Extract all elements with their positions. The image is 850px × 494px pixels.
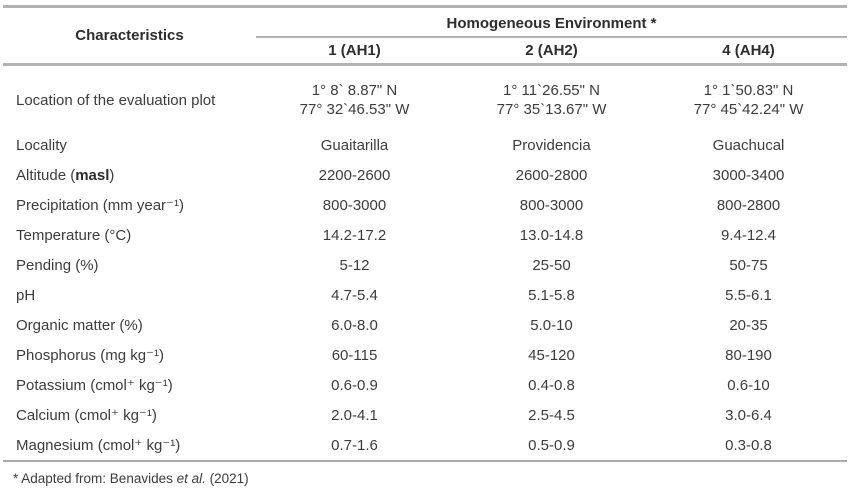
row-label-magnesium: Magnesium (cmol⁺ kg⁻¹): [3, 430, 256, 462]
cell-precipitation-ah2: 800-3000: [519, 196, 584, 214]
cell-altitude-ah4: 3000-3400: [712, 166, 785, 184]
cell-potassium-ah2: 0.4-0.8: [528, 376, 575, 394]
table-row-temperature: Temperature (°C) 14.2-17.2 13.0-14.8 9.4-12…: [3, 220, 847, 250]
cell-locality-ah1: Guaitarilla: [320, 136, 389, 154]
row-label-suffix: ): [109, 166, 115, 184]
table-row-magnesium: Magnesium (cmol⁺ kg⁻¹) 0.7-1.6 0.5-0.9 0.3-…: [3, 430, 848, 462]
column-header-characteristics: Characteristics: [3, 6, 256, 66]
cell-temperature-ah2: 13.0-14.8: [519, 226, 584, 244]
row-label-temperature: Temperature (°C): [16, 226, 132, 244]
header-row-environments: 1 (AH1) 2 (AH2) 4 (AH4): [3, 37, 848, 66]
cell-ph-ah1: 4.7-5.4: [331, 286, 378, 304]
cell-precipitation-ah4: 800-2800: [716, 196, 781, 214]
table-row-locality: Locality Guaitarilla Providencia Guachucal: [3, 130, 847, 160]
cell-location-ah2: 1° 11`26.55" N 77° 35`13.67" W: [496, 82, 607, 118]
cell-pending-ah2: 25-50: [532, 256, 571, 274]
cell-potassium-ah4: 0.6-10: [727, 376, 770, 394]
table-row-calcium: Calcium (cmol⁺ kg⁻¹) 2.0-4.1 2.5-4.5 3.0-6.…: [3, 400, 847, 430]
cell-locality-ah2: Providencia: [512, 136, 591, 154]
cell-pending-ah4: 50-75: [729, 256, 768, 274]
table-row-potassium: Potassium (cmol⁺ kg⁻¹) 0.6-0.9 0.4-0.8 0.6-…: [3, 370, 847, 400]
row-label-prefix: Altitude (: [16, 166, 76, 184]
table-row-ph: pH 4.7-5.4 5.1-5.8 5.5-6.1: [3, 280, 847, 310]
cell-locality-ah4: Guachucal: [712, 136, 785, 154]
table-row-organic-matter: Organic matter (%) 6.0-8.0 5.0-10 20-35: [3, 310, 847, 340]
row-label-potassium: Potassium (cmol⁺ kg⁻¹): [16, 377, 173, 394]
cell-potassium-ah1: 0.6-0.9: [331, 376, 378, 394]
table-body: Location of the evaluation plot 1° 8` 8.8…: [3, 65, 848, 462]
characteristics-table: Characteristics Homogeneous Environment …: [3, 5, 848, 462]
row-label-precipitation: Precipitation (mm year⁻¹): [16, 197, 184, 214]
cell-precipitation-ah1: 800-3000: [322, 196, 387, 214]
row-label-location: Location of the evaluation plot: [16, 91, 216, 109]
cell-altitude-ah2: 2600-2800: [515, 166, 588, 184]
column-group-header-homogeneous-environment: Homogeneous Environment *: [256, 6, 848, 38]
row-label-phosphorus: Phosphorus (mg kg⁻¹): [16, 347, 164, 364]
footnote-text: * Adapted from: Benavides: [13, 471, 177, 486]
cell-phosphorus-ah1: 60-115: [331, 346, 378, 364]
cell-altitude-ah1: 2200-2600: [318, 166, 391, 184]
cell-ph-ah2: 5.1-5.8: [528, 286, 575, 304]
cell-magnesium-ah4: 0.3-0.8: [650, 430, 848, 462]
cell-location-ah1: 1° 8` 8.87" N 77° 32`46.53" W: [299, 82, 410, 118]
column-header-ah1: 1 (AH1): [256, 37, 453, 66]
cell-organic-matter-ah2: 5.0-10: [530, 316, 573, 334]
cell-location-ah4: 1° 1`50.83" N 77° 45`42.24" W: [693, 82, 804, 118]
footnote-year: (2021): [205, 471, 249, 486]
row-label-ph: pH: [16, 286, 36, 304]
cell-phosphorus-ah2: 45-120: [528, 346, 575, 364]
row-label-organic-matter: Organic matter (%): [16, 316, 143, 334]
cell-temperature-ah1: 14.2-17.2: [322, 226, 387, 244]
column-header-ah4: 4 (AH4): [650, 37, 848, 66]
cell-calcium-ah4: 3.0-6.4: [725, 406, 772, 424]
row-label-pending: Pending (%): [16, 256, 99, 274]
table-row-phosphorus: Phosphorus (mg kg⁻¹) 60-115 45-120 80-190: [3, 340, 847, 370]
cell-magnesium-ah2: 0.5-0.9: [453, 430, 650, 462]
cell-calcium-ah2: 2.5-4.5: [528, 406, 575, 424]
cell-organic-matter-ah4: 20-35: [729, 316, 768, 334]
row-label-altitude: Altitude (masl): [3, 160, 256, 190]
header-row-group: Characteristics Homogeneous Environment …: [3, 6, 848, 66]
row-label-locality: Locality: [16, 136, 67, 154]
cell-pending-ah1: 5-12: [339, 256, 370, 274]
column-header-ah2: 2 (AH2): [453, 37, 650, 66]
cell-temperature-ah4: 9.4-12.4: [720, 226, 777, 244]
table-footnote: * Adapted from: Benavides et al. (2021): [13, 471, 847, 486]
footnote-etal: et al.: [176, 471, 206, 486]
cell-calcium-ah1: 2.0-4.1: [331, 406, 378, 424]
table-row-altitude: Altitude (masl) 2200-2600 2600-2800 3000-34…: [3, 160, 847, 190]
table-row-precipitation: Precipitation (mm year⁻¹) 800-3000 800-300…: [3, 190, 847, 220]
cell-phosphorus-ah4: 80-190: [725, 346, 772, 364]
cell-organic-matter-ah1: 6.0-8.0: [331, 316, 378, 334]
cell-ph-ah4: 5.5-6.1: [725, 286, 772, 304]
row-label-bold: masl: [75, 166, 110, 184]
row-label-calcium: Calcium (cmol⁺ kg⁻¹): [16, 407, 157, 424]
cell-magnesium-ah1: 0.7-1.6: [256, 430, 453, 462]
table-row-pending: Pending (%) 5-12 25-50 50-75: [3, 250, 847, 280]
table-row-location: Location of the evaluation plot 1° 8` 8.8…: [3, 65, 847, 131]
